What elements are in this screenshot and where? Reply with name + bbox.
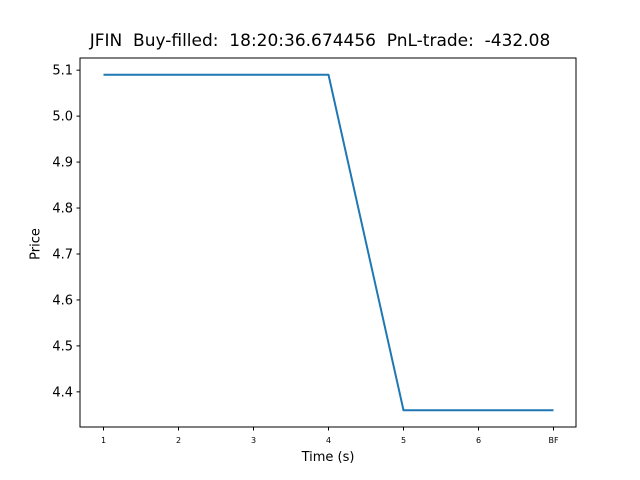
chart-title: JFIN Buy-filled: 18:20:36.674456 PnL-tra…: [89, 31, 551, 51]
x-axis-label: Time (s): [301, 450, 355, 465]
y-tick-label: 4.8: [52, 202, 73, 217]
y-tick-label: 5.0: [52, 110, 73, 125]
x-tick-label: 1: [101, 436, 106, 445]
y-tick-label: 4.6: [52, 293, 73, 308]
x-tick-label: BF: [548, 436, 558, 445]
y-tick-label: 4.7: [52, 247, 73, 262]
x-tick-label: 4: [326, 436, 331, 445]
series-line-0: [103, 73, 554, 412]
y-tick-label: 4.5: [52, 339, 73, 354]
y-tick-label: 4.4: [52, 385, 73, 400]
y-tick-label: 5.1: [52, 64, 73, 79]
plot-frame: [79, 57, 577, 428]
x-tick-label: 3: [251, 436, 256, 445]
x-tick-label: 2: [176, 436, 181, 445]
x-tick-label: 5: [401, 436, 406, 445]
x-tick-label: 6: [476, 436, 481, 445]
y-tick-label: 4.9: [52, 156, 73, 171]
y-axis-label: Price: [28, 228, 44, 260]
